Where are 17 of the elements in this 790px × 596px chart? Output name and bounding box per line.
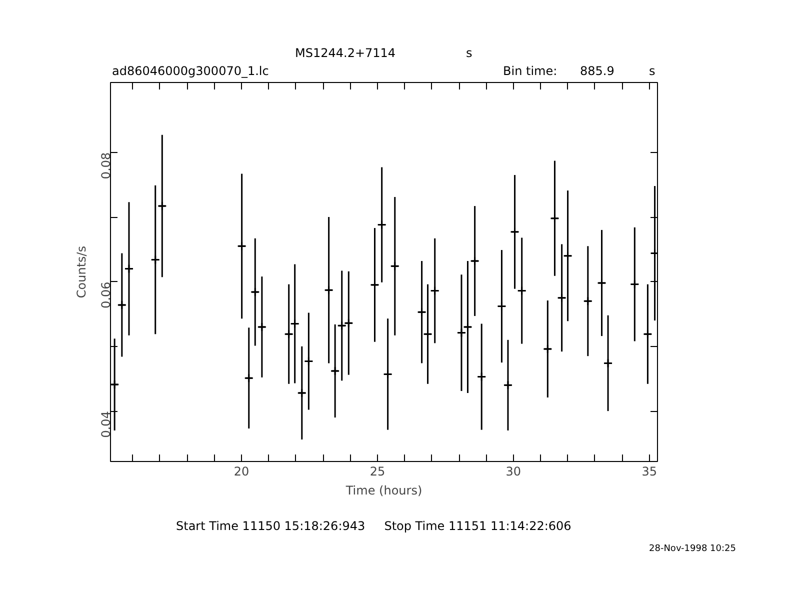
text: 28-Nov-1998 10:25 bbox=[649, 543, 736, 556]
x-axis-title: Time (hours) bbox=[344, 484, 422, 498]
chart-title: MS1244.2+7114 bbox=[295, 45, 396, 62]
text: 885.9 bbox=[580, 63, 614, 80]
chart-subtitle: ad86046000g300070_1.lc bbox=[112, 63, 269, 80]
y-axis-title: Counts/s bbox=[74, 246, 88, 298]
x-tick-label: 20 bbox=[234, 464, 250, 478]
y-tick-label: 0.06 bbox=[99, 282, 113, 308]
y-tick-label: 0.08 bbox=[99, 152, 113, 180]
x-tick-label: 25 bbox=[370, 464, 386, 478]
text: s bbox=[649, 63, 656, 80]
text: Bin time: bbox=[503, 63, 558, 80]
text: s bbox=[466, 45, 472, 62]
x-tick-label: 35 bbox=[642, 464, 657, 478]
y-tick-label: 0.04 bbox=[99, 411, 113, 438]
text: Start Time 11150 15:18:26:943 Stop Time 11151 11:14:22:606 bbox=[176, 518, 572, 535]
x-tick-label: 30 bbox=[506, 464, 522, 478]
